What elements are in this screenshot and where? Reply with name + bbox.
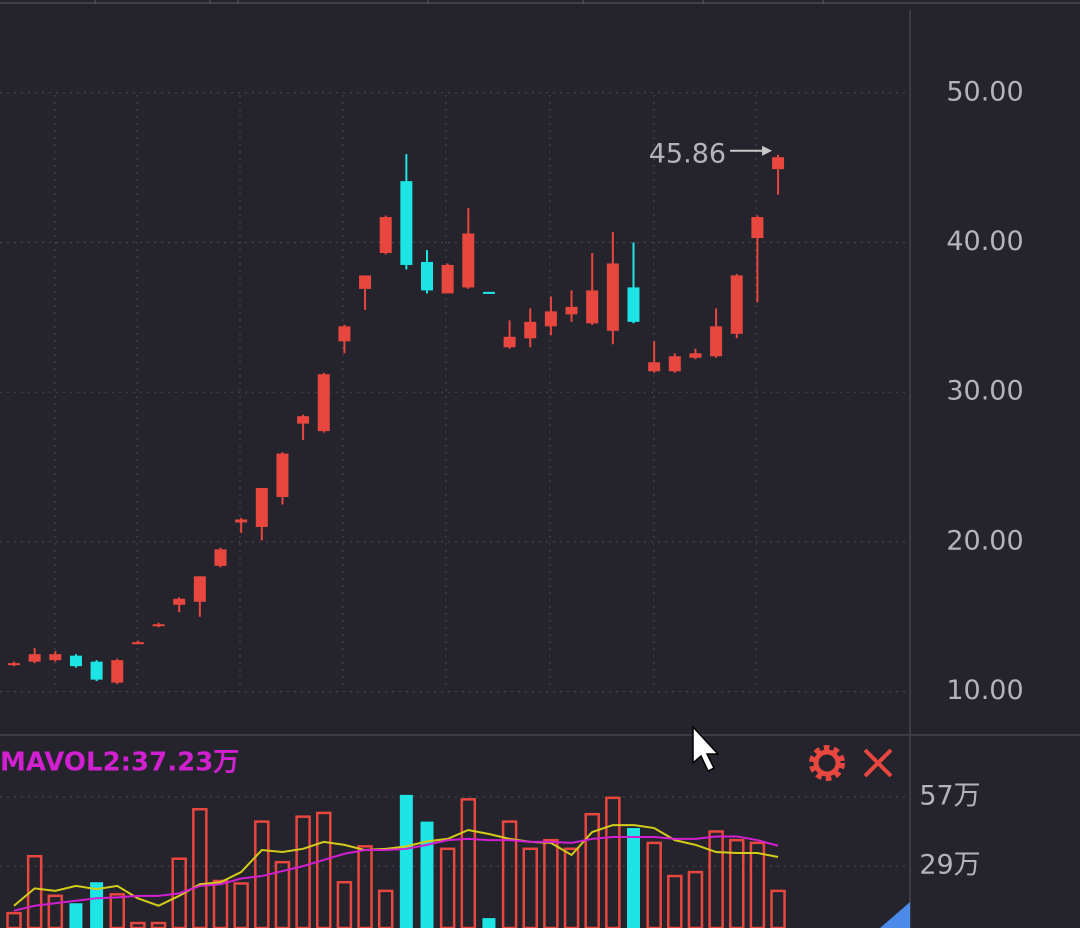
candle-body (441, 264, 454, 294)
candle-body (214, 549, 227, 566)
candle-body (69, 655, 82, 667)
price-label: 45.86 (649, 138, 726, 169)
volume-bar (627, 828, 640, 928)
volume-bar (729, 838, 745, 928)
volume-bar (274, 860, 291, 928)
volume-bar (708, 830, 724, 928)
candle-body (173, 598, 186, 605)
volume-bar (377, 889, 394, 928)
volume-bar (212, 879, 229, 928)
candle-body (586, 290, 599, 324)
candle-body (49, 654, 62, 661)
candle-body (524, 321, 537, 339)
volume-bar (26, 854, 43, 928)
volume-bar (646, 841, 662, 928)
volume-bar (316, 811, 332, 928)
close-button[interactable] (863, 748, 893, 778)
candle-body (8, 663, 20, 666)
volume-bar (295, 815, 311, 928)
vertical-grid (54, 95, 757, 690)
candle-body (193, 576, 206, 602)
y-tick-label: 29万 (919, 850, 980, 881)
candle-body (421, 261, 433, 291)
volume-bar (584, 812, 600, 928)
candle-body (772, 157, 785, 170)
candle-body (606, 263, 619, 331)
candle-body (627, 287, 640, 322)
candle-body (503, 336, 516, 348)
volume-average-line (13, 835, 779, 912)
y-tick-label: 20.00 (946, 525, 1023, 556)
candle-body (131, 642, 144, 645)
candle-body (544, 311, 557, 327)
volume-bar (770, 889, 786, 928)
volume-bar (90, 882, 104, 928)
candle-body (482, 291, 495, 294)
y-tick-label: 40.00 (946, 226, 1023, 257)
volume-bar (336, 880, 353, 928)
candle-body (28, 654, 41, 662)
candle-body (565, 306, 578, 315)
candle-body (111, 660, 124, 683)
volume-bar (482, 918, 496, 928)
mouse-cursor (692, 725, 720, 773)
candle-body (359, 275, 372, 289)
candle-body (90, 661, 103, 680)
candle-body (648, 362, 661, 372)
candle-body (689, 353, 702, 358)
volume-bar (543, 838, 559, 928)
volume-average-line (13, 824, 779, 907)
y-tick-label: 30.00 (946, 376, 1023, 407)
y-tick-label: 50.00 (946, 76, 1023, 107)
candle-body (462, 233, 475, 288)
candle-body (317, 374, 330, 432)
candle-body (730, 275, 743, 334)
volume-bar (420, 821, 434, 928)
candle-body (379, 217, 392, 253)
volume-bar (69, 903, 83, 928)
candle-body (152, 624, 165, 627)
candle-body (400, 181, 413, 265)
candle-body (668, 356, 681, 372)
volume-bar (233, 882, 249, 928)
volume-bar (192, 807, 208, 928)
settings-button[interactable] (809, 745, 845, 781)
candle-body (751, 217, 764, 239)
volume-bar (6, 911, 22, 928)
candle-body (276, 453, 289, 497)
y-tick-label: 10.00 (946, 675, 1023, 706)
candle-body (297, 416, 310, 424)
top-strip (0, 0, 1080, 4)
candle-body (710, 326, 723, 357)
volume-title: MAVOL2:37.23万 (0, 748, 239, 778)
corner-marker (880, 902, 910, 928)
volume-bar (399, 794, 413, 928)
price-arrow-head (762, 145, 773, 156)
candle-body (255, 488, 268, 527)
y-tick-label: 57万 (919, 780, 980, 811)
volume-bar (749, 841, 766, 928)
candle-body (235, 519, 248, 523)
candle-body (338, 326, 351, 342)
